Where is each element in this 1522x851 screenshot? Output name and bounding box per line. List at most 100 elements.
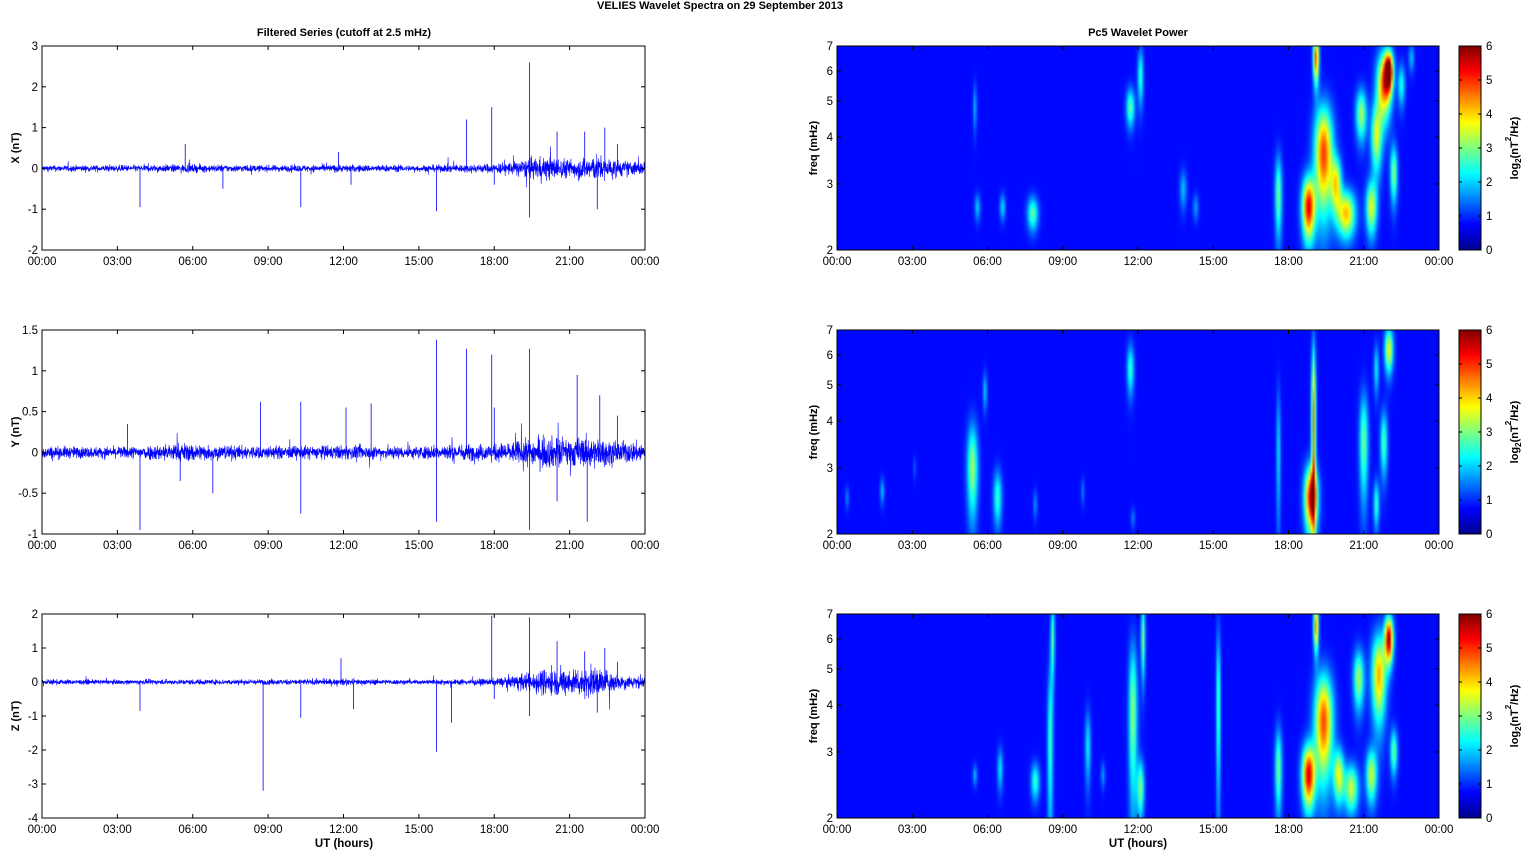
y-tick-label: 4: [827, 700, 834, 712]
y-tick-label: 2: [827, 245, 833, 257]
right-x-tick-label: 12:00: [1124, 540, 1153, 552]
left-x-tick-label: 09:00: [254, 824, 283, 836]
spectrum-panel-2: 2 3 4 5 6 7 00:00 03:00 06:00 09:00 12:00 15:00 18:0…: [808, 325, 1522, 552]
right-x-tick-label: 06:00: [973, 824, 1002, 836]
right-x-tick-label: 15:00: [1199, 256, 1228, 268]
left-x-tick-label: 15:00: [404, 540, 433, 552]
wavelet-power-heatmap: [837, 46, 1439, 250]
filtered-series-line: [41, 146, 646, 188]
y-tick-label: 4: [827, 416, 834, 428]
left-column-title: Filtered Series (cutoff at 2.5 mHz): [257, 27, 432, 39]
left-x-tick-label: 12:00: [329, 824, 358, 836]
right-x-tick-label: 03:00: [898, 824, 927, 836]
left-x-tick-label: 03:00: [103, 256, 132, 268]
colorbar-label: log2(nT2/Hz): [1504, 684, 1522, 747]
y-tick-label: 5: [827, 380, 833, 392]
right-x-tick-label: 00:00: [1425, 256, 1454, 268]
y-tick-label: 0: [32, 677, 38, 689]
right-x-tick-label: 15:00: [1199, 540, 1228, 552]
y-tick-label: 6: [827, 66, 833, 78]
y-tick-label: 1: [32, 643, 38, 655]
left-x-tick-label: 15:00: [404, 824, 433, 836]
colorbar-tick-label: 2: [1486, 461, 1492, 473]
left-x-tick-label: 15:00: [404, 256, 433, 268]
y-axis-label: X (nT): [10, 132, 22, 163]
colorbar-tick-label: 4: [1486, 677, 1493, 689]
y-tick-label: -3: [28, 779, 38, 791]
y-tick-label: 7: [827, 41, 833, 53]
y-tick-label: 1: [32, 366, 38, 378]
y-tick-label: 3: [827, 179, 833, 191]
filtered-series-line: [41, 422, 646, 476]
left-x-tick-label: 12:00: [329, 256, 358, 268]
filtered-series-line: [41, 663, 646, 710]
left-x-tick-label: 06:00: [178, 540, 207, 552]
right-x-tick-label: 09:00: [1048, 256, 1077, 268]
y-tick-label: 1.5: [22, 325, 38, 337]
y-tick-label: 0.5: [22, 407, 38, 419]
left-x-tick-label: 00:00: [28, 256, 57, 268]
colorbar-tick-label: 3: [1486, 143, 1492, 155]
colorbar-tick-label: 3: [1486, 427, 1492, 439]
series-panel-1: -2 -1 0 1 2 3 00:00 03:00 06:00 09:00 12:00 15:00 18…: [10, 41, 659, 268]
y-axis-label: freq (mHz): [808, 404, 820, 459]
y-tick-label: -2: [28, 245, 38, 257]
colorbar-tick-label: 4: [1486, 109, 1493, 121]
y-axis-label: freq (mHz): [808, 120, 820, 175]
colorbar-tick-label: 5: [1486, 643, 1492, 655]
right-x-tick-label: 21:00: [1349, 256, 1378, 268]
colorbar-tick-label: 2: [1486, 177, 1492, 189]
y-tick-label: -1: [28, 711, 38, 723]
y-tick-label: -4: [28, 813, 39, 825]
right-x-tick-label: 21:00: [1349, 540, 1378, 552]
colorbar-tick-label: 6: [1486, 609, 1492, 621]
y-tick-label: 3: [827, 747, 833, 759]
left-x-tick-label: 18:00: [480, 824, 509, 836]
right-x-tick-label: 12:00: [1124, 256, 1153, 268]
right-x-tick-label: 18:00: [1274, 824, 1303, 836]
y-tick-label: 3: [32, 41, 38, 53]
y-tick-label: 5: [827, 96, 833, 108]
colorbar-tick-label: 2: [1486, 745, 1492, 757]
left-x-tick-label: 21:00: [555, 540, 584, 552]
right-x-tick-label: 00:00: [823, 540, 852, 552]
y-tick-label: 2: [32, 82, 38, 94]
right-x-axis-label: UT (hours): [1109, 838, 1167, 850]
figure-title: VELIES Wavelet Spectra on 29 September 2…: [597, 0, 843, 12]
left-x-tick-label: 18:00: [480, 256, 509, 268]
y-tick-label: 6: [827, 350, 833, 362]
y-tick-label: 0: [32, 447, 38, 459]
left-x-tick-label: 06:00: [178, 256, 207, 268]
right-column-title: Pc5 Wavelet Power: [1088, 27, 1189, 39]
plot-area: [42, 614, 645, 818]
left-x-tick-label: 00:00: [631, 256, 660, 268]
right-x-tick-label: 03:00: [898, 540, 927, 552]
y-tick-label: -0.5: [18, 488, 38, 500]
y-tick-label: 0: [32, 163, 38, 175]
colorbar-tick-label: 0: [1486, 529, 1492, 541]
y-axis-label: freq (mHz): [808, 688, 820, 743]
y-tick-label: 4: [827, 132, 834, 144]
colorbar-tick-label: 1: [1486, 495, 1492, 507]
wavelet-power-heatmap: [837, 614, 1439, 818]
colorbar-tick-label: 5: [1486, 359, 1492, 371]
y-axis-label: Y (nT): [10, 416, 22, 447]
y-tick-label: 2: [827, 813, 833, 825]
left-x-tick-label: 00:00: [28, 824, 57, 836]
colorbar-tick-label: 1: [1486, 779, 1492, 791]
colorbar-tick-label: 6: [1486, 325, 1492, 337]
right-x-tick-label: 06:00: [973, 256, 1002, 268]
y-tick-label: 2: [827, 529, 833, 541]
y-tick-label: -1: [28, 529, 38, 541]
right-x-tick-label: 18:00: [1274, 540, 1303, 552]
y-tick-label: -2: [28, 745, 38, 757]
right-x-tick-label: 00:00: [823, 256, 852, 268]
colorbar: [1458, 45, 1482, 251]
y-tick-label: 6: [827, 634, 833, 646]
right-x-tick-label: 15:00: [1199, 824, 1228, 836]
colorbar-tick-label: 0: [1486, 245, 1492, 257]
right-x-tick-label: 09:00: [1048, 824, 1077, 836]
y-tick-label: 5: [827, 664, 833, 676]
y-tick-label: 7: [827, 609, 833, 621]
